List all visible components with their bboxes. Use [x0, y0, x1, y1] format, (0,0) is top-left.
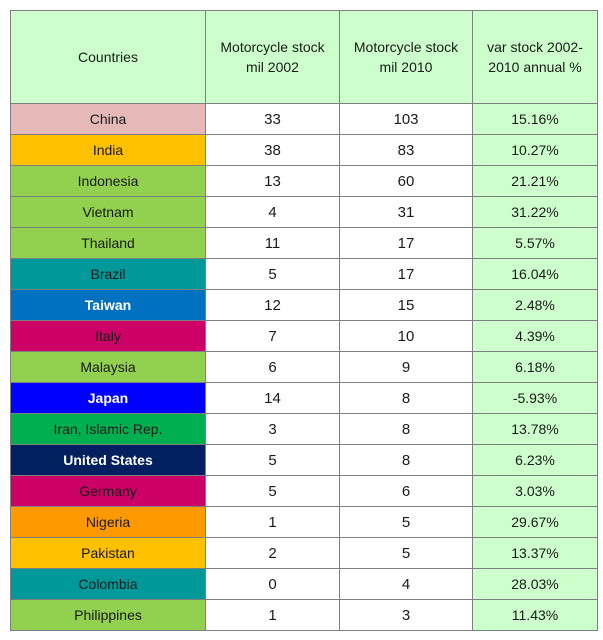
stock-2002-cell: 5 — [205, 475, 340, 507]
table-row: Germany 5 6 3.03% — [10, 475, 598, 507]
table-row: Thailand 11 17 5.57% — [10, 227, 598, 259]
var-annual-cell: 11.43% — [472, 599, 598, 631]
var-annual-cell: 31.22% — [472, 196, 598, 228]
stock-2010-cell: 5 — [339, 537, 473, 569]
table-row: Taiwan 12 15 2.48% — [10, 289, 598, 321]
table-row: Italy 7 10 4.39% — [10, 320, 598, 352]
stock-2002-cell: 5 — [205, 258, 340, 290]
country-cell: Pakistan — [10, 537, 206, 569]
stock-2010-cell: 6 — [339, 475, 473, 507]
table-body: China 33 103 15.16% India 38 83 10.27% Indonesia… — [10, 103, 598, 631]
table-row: United States 5 8 6.23% — [10, 444, 598, 476]
table-row: Japan 14 8 -5.93% — [10, 382, 598, 414]
table-row: Malaysia 6 9 6.18% — [10, 351, 598, 383]
stock-2010-cell: 8 — [339, 444, 473, 476]
country-cell: Colombia — [10, 568, 206, 600]
stock-2002-cell: 0 — [205, 568, 340, 600]
table-row: Vietnam 4 31 31.22% — [10, 196, 598, 228]
stock-2010-cell: 3 — [339, 599, 473, 631]
var-annual-cell: 4.39% — [472, 320, 598, 352]
var-annual-cell: 3.03% — [472, 475, 598, 507]
country-cell: Philippines — [10, 599, 206, 631]
stock-2002-cell: 1 — [205, 506, 340, 538]
table-row: Pakistan 2 5 13.37% — [10, 537, 598, 569]
var-annual-cell: 21.21% — [472, 165, 598, 197]
stock-2010-cell: 4 — [339, 568, 473, 600]
table-row: Brazil 5 17 16.04% — [10, 258, 598, 290]
stock-2002-cell: 38 — [205, 134, 340, 166]
stock-2002-cell: 11 — [205, 227, 340, 259]
country-cell: Malaysia — [10, 351, 206, 383]
stock-2010-cell: 83 — [339, 134, 473, 166]
var-annual-cell: -5.93% — [472, 382, 598, 414]
table-row: Philippines 1 3 11.43% — [10, 599, 598, 631]
header-stock-2010: Motorcycle stock mil 2010 — [339, 10, 473, 104]
stock-2002-cell: 4 — [205, 196, 340, 228]
stock-2010-cell: 8 — [339, 382, 473, 414]
country-cell: Vietnam — [10, 196, 206, 228]
country-cell: Italy — [10, 320, 206, 352]
country-cell: India — [10, 134, 206, 166]
stock-2010-cell: 8 — [339, 413, 473, 445]
stock-2002-cell: 12 — [205, 289, 340, 321]
header-stock-2002: Motorcycle stock mil 2002 — [205, 10, 340, 104]
table-row: Colombia 0 4 28.03% — [10, 568, 598, 600]
stock-2010-cell: 103 — [339, 103, 473, 135]
table-row: Indonesia 13 60 21.21% — [10, 165, 598, 197]
motorcycle-stock-table: Countries Motorcycle stock mil 2002 Moto… — [10, 10, 598, 631]
var-annual-cell: 15.16% — [472, 103, 598, 135]
var-annual-cell: 29.67% — [472, 506, 598, 538]
table-row: China 33 103 15.16% — [10, 103, 598, 135]
stock-2010-cell: 9 — [339, 351, 473, 383]
var-annual-cell: 2.48% — [472, 289, 598, 321]
country-cell: Japan — [10, 382, 206, 414]
country-cell: Brazil — [10, 258, 206, 290]
stock-2010-cell: 5 — [339, 506, 473, 538]
var-annual-cell: 16.04% — [472, 258, 598, 290]
stock-2002-cell: 6 — [205, 351, 340, 383]
stock-2002-cell: 5 — [205, 444, 340, 476]
stock-2010-cell: 17 — [339, 258, 473, 290]
stock-2010-cell: 17 — [339, 227, 473, 259]
var-annual-cell: 10.27% — [472, 134, 598, 166]
stock-2002-cell: 14 — [205, 382, 340, 414]
table-row: India 38 83 10.27% — [10, 134, 598, 166]
country-cell: Thailand — [10, 227, 206, 259]
header-var-annual: var stock 2002-2010 annual % — [472, 10, 598, 104]
country-cell: Taiwan — [10, 289, 206, 321]
country-cell: China — [10, 103, 206, 135]
var-annual-cell: 5.57% — [472, 227, 598, 259]
stock-2002-cell: 33 — [205, 103, 340, 135]
stock-2002-cell: 2 — [205, 537, 340, 569]
table-row: Iran, Islamic Rep. 3 8 13.78% — [10, 413, 598, 445]
header-row: Countries Motorcycle stock mil 2002 Moto… — [10, 10, 598, 104]
stock-2002-cell: 1 — [205, 599, 340, 631]
stock-2010-cell: 31 — [339, 196, 473, 228]
header-countries: Countries — [10, 10, 206, 104]
table-row: Nigeria 1 5 29.67% — [10, 506, 598, 538]
var-annual-cell: 28.03% — [472, 568, 598, 600]
country-cell: Germany — [10, 475, 206, 507]
stock-2010-cell: 15 — [339, 289, 473, 321]
stock-2010-cell: 10 — [339, 320, 473, 352]
var-annual-cell: 13.78% — [472, 413, 598, 445]
var-annual-cell: 6.18% — [472, 351, 598, 383]
country-cell: Iran, Islamic Rep. — [10, 413, 206, 445]
stock-2002-cell: 7 — [205, 320, 340, 352]
var-annual-cell: 6.23% — [472, 444, 598, 476]
country-cell: Indonesia — [10, 165, 206, 197]
stock-2002-cell: 3 — [205, 413, 340, 445]
country-cell: Nigeria — [10, 506, 206, 538]
stock-2002-cell: 13 — [205, 165, 340, 197]
stock-2010-cell: 60 — [339, 165, 473, 197]
var-annual-cell: 13.37% — [472, 537, 598, 569]
country-cell: United States — [10, 444, 206, 476]
table-header: Countries Motorcycle stock mil 2002 Moto… — [10, 10, 598, 104]
